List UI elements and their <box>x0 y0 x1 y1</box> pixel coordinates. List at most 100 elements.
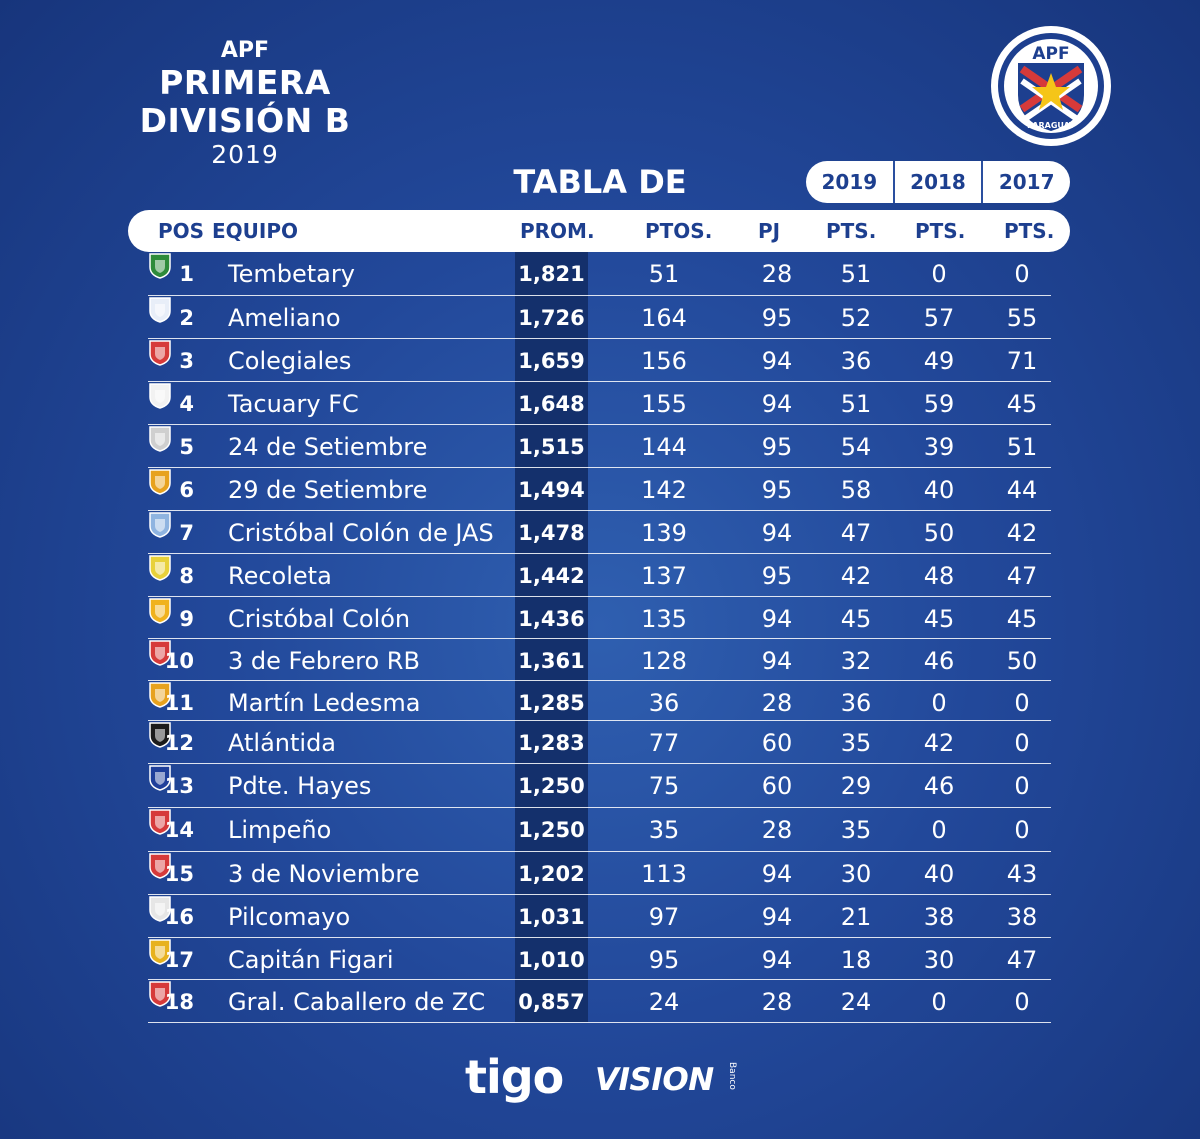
cell-pos: 17 <box>164 948 194 972</box>
cell-pos: 16 <box>164 905 194 929</box>
col-pos: POS <box>158 219 205 243</box>
cell-pts-2019: 52 <box>840 304 872 332</box>
cell-prom: 1,250 <box>518 818 585 842</box>
cell-pts-2019: 36 <box>840 347 872 375</box>
cell-pts-2018: 0 <box>931 816 947 844</box>
prom-column-highlight <box>515 252 588 1022</box>
cell-team: Pdte. Hayes <box>228 772 372 800</box>
cell-pts-2019: 24 <box>840 988 872 1016</box>
cell-pts-2017: 43 <box>1006 860 1038 888</box>
cell-pts-2017: 0 <box>1014 260 1030 288</box>
cell-pos: 1 <box>179 262 194 286</box>
cell-pts-2017: 45 <box>1006 605 1038 633</box>
table-row: 1 Tembetary 1,821 51 28 51 0 0 <box>148 252 1051 296</box>
table-row: 14 Limpeño 1,250 35 28 35 0 0 <box>148 808 1051 852</box>
cell-pts-2019: 18 <box>840 946 872 974</box>
cell-team: Martín Ledesma <box>228 689 421 717</box>
column-header-bar: POS EQUIPO PROM. PTOS. PJ PTS. PTS. PTS. <box>128 210 1070 252</box>
cell-pj: 28 <box>761 689 793 717</box>
cell-pts-2018: 49 <box>923 347 955 375</box>
cell-pts-2019: 29 <box>840 772 872 800</box>
cell-team: Colegiales <box>228 347 352 375</box>
cell-pts-2019: 42 <box>840 562 872 590</box>
year-2018-label: 2018 <box>892 161 982 203</box>
team-shield-icon <box>149 253 171 279</box>
table-row: 9 Cristóbal Colón 1,436 135 94 45 45 45 <box>148 597 1051 639</box>
team-shield-icon <box>149 682 171 708</box>
cell-pts-2017: 50 <box>1006 647 1038 675</box>
cell-pts-2019: 35 <box>840 729 872 757</box>
team-shield-icon <box>149 765 171 791</box>
cell-ptos: 155 <box>641 390 687 418</box>
cell-pts-2018: 50 <box>923 519 955 547</box>
col-pts-2018: PTS. <box>915 219 966 243</box>
cell-pts-2018: 48 <box>923 562 955 590</box>
crest-top-text: APF <box>1032 44 1069 64</box>
cell-pts-2019: 51 <box>840 260 872 288</box>
cell-prom: 1,285 <box>518 691 585 715</box>
cell-pj: 94 <box>761 390 793 418</box>
table-row: 11 Martín Ledesma 1,285 36 28 36 0 0 <box>148 681 1051 721</box>
cell-pts-2018: 45 <box>923 605 955 633</box>
cell-pts-2018: 59 <box>923 390 955 418</box>
cell-team: Cristóbal Colón <box>228 605 411 633</box>
cell-pts-2017: 51 <box>1006 433 1038 461</box>
cell-pts-2018: 46 <box>923 647 955 675</box>
cell-ptos: 75 <box>648 772 680 800</box>
vision-logo: VISION <box>595 1062 714 1098</box>
division-name: PRIMERA DIVISIÓN B <box>139 63 351 140</box>
cell-pos: 12 <box>164 731 194 755</box>
team-shield-icon <box>149 383 171 409</box>
cell-pj: 60 <box>761 772 793 800</box>
cell-pj: 94 <box>761 347 793 375</box>
apf-crest-logo: APF PARAGUAY <box>991 26 1111 146</box>
cell-pts-2017: 71 <box>1006 347 1038 375</box>
team-shield-icon <box>149 598 171 624</box>
cell-pts-2018: 42 <box>923 729 955 757</box>
cell-pts-2017: 0 <box>1014 988 1030 1016</box>
table-row: 16 Pilcomayo 1,031 97 94 21 38 38 <box>148 895 1051 938</box>
cell-pos: 10 <box>164 649 194 673</box>
cell-ptos: 142 <box>641 476 687 504</box>
cell-pts-2018: 0 <box>931 260 947 288</box>
cell-pj: 94 <box>761 946 793 974</box>
team-shield-icon <box>149 512 171 538</box>
cell-pos: 2 <box>179 306 194 330</box>
cell-pj: 94 <box>761 605 793 633</box>
cell-pos: 11 <box>164 691 194 715</box>
season-years-header: 2019 2018 2017 <box>806 161 1070 203</box>
year-2017-label: 2017 <box>981 161 1070 203</box>
table-row: 12 Atlántida 1,283 77 60 35 42 0 <box>148 721 1051 764</box>
cell-ptos: 135 <box>641 605 687 633</box>
cell-ptos: 95 <box>648 946 680 974</box>
cell-pos: 15 <box>164 862 194 886</box>
team-shield-icon <box>149 297 171 323</box>
cell-ptos: 36 <box>648 689 680 717</box>
cell-ptos: 137 <box>641 562 687 590</box>
team-shield-icon <box>149 340 171 366</box>
table-row: 6 29 de Setiembre 1,494 142 95 58 40 44 <box>148 468 1051 511</box>
team-shield-icon <box>149 426 171 452</box>
cell-pj: 95 <box>761 476 793 504</box>
cell-prom: 1,494 <box>518 478 585 502</box>
team-shield-icon <box>149 555 171 581</box>
cell-pos: 5 <box>179 435 194 459</box>
cell-pj: 95 <box>761 433 793 461</box>
table-row: 2 Ameliano 1,726 164 95 52 57 55 <box>148 296 1051 339</box>
team-shield-icon <box>149 896 171 922</box>
cell-pts-2019: 47 <box>840 519 872 547</box>
cell-ptos: 113 <box>641 860 687 888</box>
cell-team: 24 de Setiembre <box>228 433 428 461</box>
cell-pts-2018: 39 <box>923 433 955 461</box>
cell-pts-2018: 46 <box>923 772 955 800</box>
table-row: 5 24 de Setiembre 1,515 144 95 54 39 51 <box>148 425 1051 468</box>
cell-pts-2017: 47 <box>1006 946 1038 974</box>
team-shield-icon <box>149 853 171 879</box>
cell-pj: 94 <box>761 903 793 931</box>
cell-prom: 1,442 <box>518 564 585 588</box>
cell-pts-2017: 0 <box>1014 772 1030 800</box>
table-row: 3 Colegiales 1,659 156 94 36 49 71 <box>148 339 1051 382</box>
cell-pts-2018: 0 <box>931 689 947 717</box>
cell-pos: 18 <box>164 990 194 1014</box>
cell-prom: 1,250 <box>518 774 585 798</box>
